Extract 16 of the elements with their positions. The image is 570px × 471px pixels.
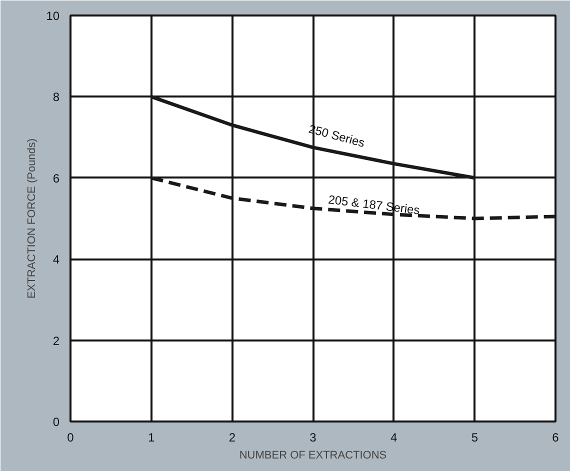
x-tick-label: 2 [228,430,236,444]
y-tick-label: 6 [52,171,60,186]
y-tick-label: 10 [46,9,60,23]
y-tick-label: 2 [52,334,60,348]
y-tick-label: 8 [52,90,60,104]
x-tick-label: 1 [148,430,155,444]
y-axis-title: EXTRACTION FORCE (Pounds) [26,138,38,299]
x-tick-label: 6 [552,430,560,444]
x-axis-title: NUMBER OF EXTRACTIONS [239,450,387,462]
text: 205 & 187 Series [327,192,421,218]
x-tick-label: 4 [390,430,398,444]
x-tick-label: 0 [67,430,74,444]
x-tick-label: 3 [310,430,317,444]
y-tick-label: 0 [52,415,60,429]
y-tick-label: 4 [52,252,60,267]
x-tick-label: 5 [471,430,478,444]
